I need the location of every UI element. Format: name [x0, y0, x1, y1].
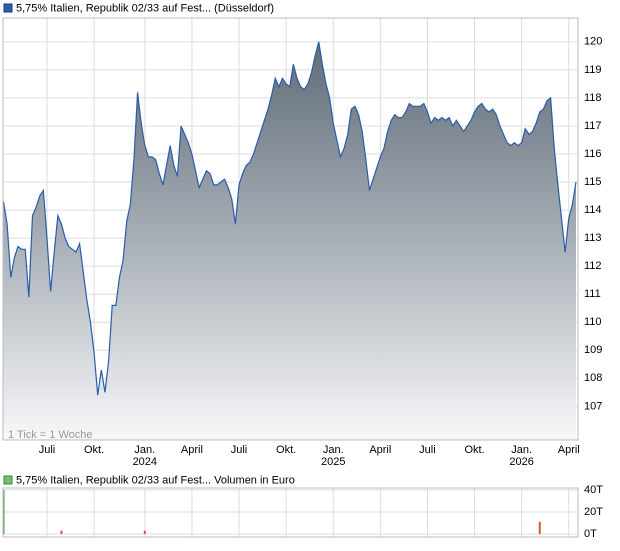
x-tick-label: Juli — [39, 444, 56, 456]
y-tick-label: 112 — [584, 260, 602, 272]
y-tick-label: 114 — [584, 204, 602, 216]
plot-frame — [2, 17, 579, 441]
line — [2, 41, 577, 396]
y-tick-label: 20T — [584, 506, 603, 518]
x-tick-label: Okt. — [84, 444, 104, 456]
x-tick-label: Jan. — [323, 444, 344, 456]
volume-bar — [60, 530, 63, 534]
y-tick-label: 40T — [584, 484, 603, 496]
volume-bar — [143, 530, 146, 534]
legend-swatch — [3, 3, 13, 13]
area — [3, 41, 576, 440]
x-tick-year: 2025 — [321, 456, 345, 468]
y-tick-label: 116 — [584, 148, 602, 160]
x-tick-label: April — [558, 444, 580, 456]
x-tick-label: April — [369, 444, 391, 456]
price-panel: 107 108 109 110 111 112 113 114 115 116 117 118 119 1… — [2, 18, 602, 468]
x-tick-label: Juli — [419, 444, 436, 456]
x-tick-label: Juli — [231, 444, 248, 456]
y-tick-label: 108 — [584, 372, 602, 384]
plot-frame — [2, 487, 579, 538]
y-tick-label: 115 — [584, 176, 602, 188]
volume-bar — [538, 521, 541, 534]
x-tick-label: Okt. — [464, 444, 484, 456]
x-tick-label: Okt. — [276, 444, 296, 456]
legend-swatch — [3, 475, 13, 485]
y-tick-label: 111 — [584, 288, 601, 300]
x-tick-label: Jan. — [511, 444, 532, 456]
y-tick-label: 113 — [584, 232, 602, 244]
x-tick-year: 2024 — [133, 456, 157, 468]
y-tick-label: 119 — [584, 64, 602, 76]
legend-label: 5,75% Italien, Republik 02/33 auf Fest..… — [16, 2, 274, 14]
x-tick-label: Jan. — [134, 444, 155, 456]
y-tick-label: 117 — [584, 120, 602, 132]
annotation: 1 Tick = 1 Woche — [8, 429, 92, 441]
y-tick-label: 110 — [584, 316, 602, 328]
legend-label: 5,75% Italien, Republik 02/33 auf Fest..… — [16, 474, 295, 486]
x-tick-label: April — [181, 444, 203, 456]
y-tick-label: 120 — [584, 36, 602, 48]
y-tick-label: 107 — [584, 400, 602, 412]
volume-panel: 0T 20T 40T — [2, 484, 603, 540]
y-tick-label: 109 — [584, 344, 602, 356]
y-tick-label: 118 — [584, 92, 602, 104]
x-tick-year: 2026 — [509, 456, 533, 468]
y-tick-label: 0T — [584, 528, 597, 540]
